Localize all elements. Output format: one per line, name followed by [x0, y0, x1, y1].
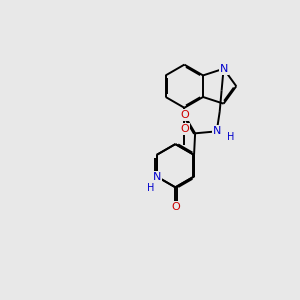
Text: O: O — [180, 124, 189, 134]
Text: N: N — [219, 64, 228, 74]
Text: O: O — [171, 202, 180, 212]
Text: O: O — [180, 110, 189, 120]
Text: N: N — [212, 126, 221, 136]
Text: N: N — [152, 172, 161, 182]
Text: H: H — [147, 183, 154, 193]
Text: H: H — [226, 132, 234, 142]
